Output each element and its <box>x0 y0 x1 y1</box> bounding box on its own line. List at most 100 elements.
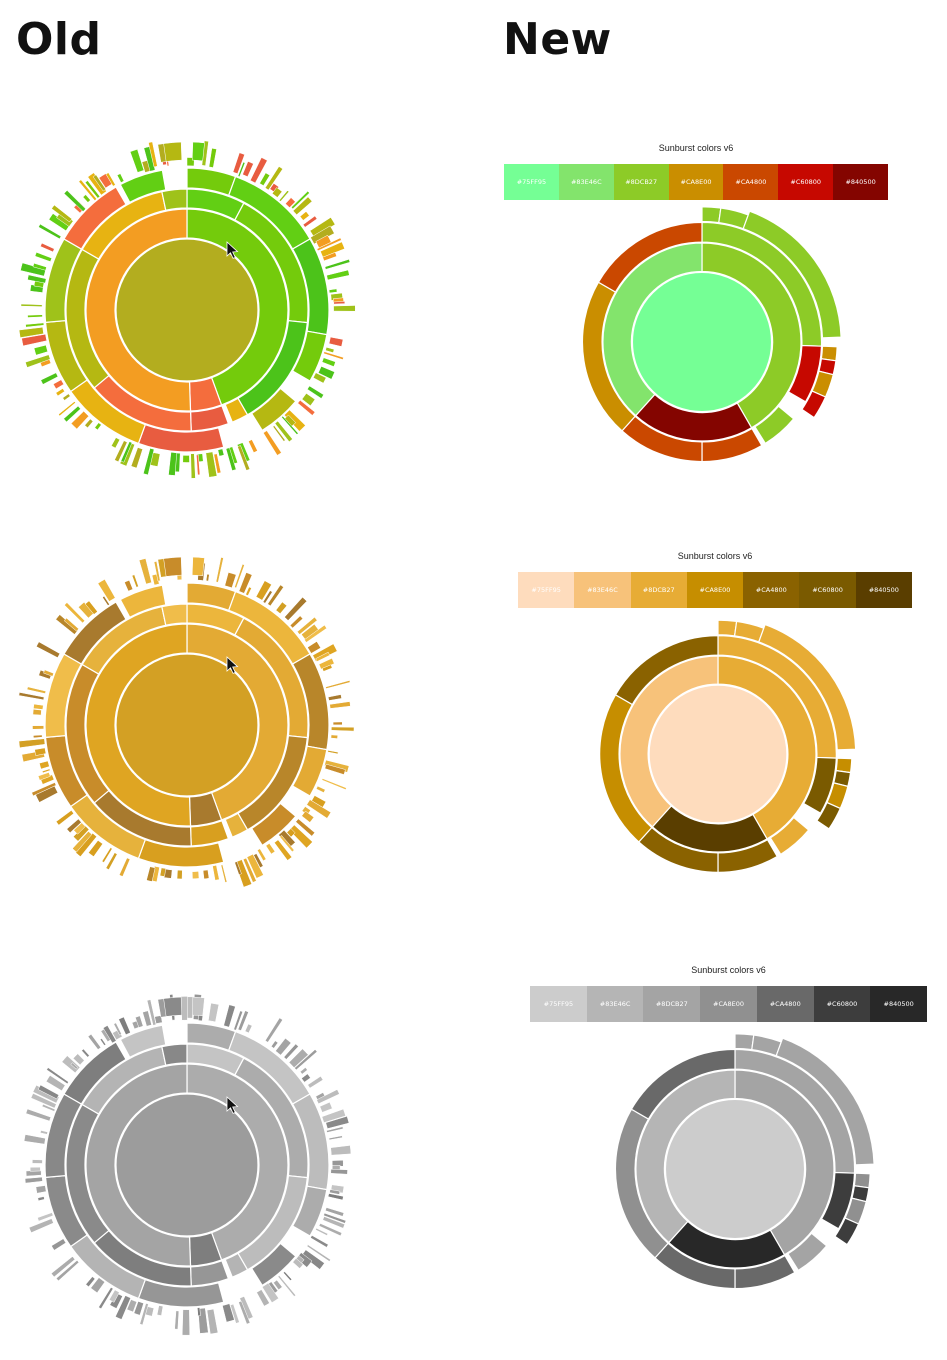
sunburst-segment <box>296 616 318 635</box>
sunburst-segment <box>321 778 347 791</box>
sunburst-segment <box>73 822 86 835</box>
sunburst-center <box>115 238 259 382</box>
sunburst-segment <box>108 1289 120 1303</box>
sunburst-segment <box>328 1135 343 1141</box>
sunburst-segment <box>291 1185 328 1237</box>
mouse-cursor-icon <box>226 656 239 674</box>
sunburst-segment <box>120 441 133 463</box>
new-sunburst-green-red <box>581 206 842 463</box>
sunburst-segment <box>321 1108 346 1123</box>
new-sunburst-gray <box>614 1033 875 1290</box>
sunburst-segment <box>148 141 158 168</box>
sunburst-segment <box>787 344 823 403</box>
sunburst-segment <box>85 1276 96 1288</box>
sunburst-segment <box>301 1073 311 1083</box>
sunburst-segment <box>40 774 55 785</box>
sunburst-segment <box>33 344 49 356</box>
sunburst-segment <box>119 584 167 619</box>
sunburst-segment <box>41 1103 56 1112</box>
sunburst-segment <box>202 869 210 880</box>
sunburst-segment <box>801 390 827 419</box>
sunburst-segment <box>84 600 98 615</box>
sunburst-segment <box>325 346 335 353</box>
sunburst-segment <box>816 801 842 830</box>
sunburst-segment <box>154 1015 163 1024</box>
sunburst-segment <box>330 1169 348 1175</box>
sunburst-segment <box>630 1048 736 1120</box>
sunburst-segment <box>775 1037 875 1166</box>
sunburst-segment <box>248 439 258 453</box>
sunburst-segment <box>324 763 346 775</box>
sunburst-segment <box>142 1010 152 1027</box>
sunburst-segment <box>291 190 310 210</box>
legend-swatch: #CA8E00 <box>700 986 757 1022</box>
sunburst-segment <box>181 1309 190 1336</box>
sunburst-segment <box>222 1303 235 1323</box>
sunburst-segment <box>614 635 719 706</box>
sunburst-segment <box>87 1033 102 1050</box>
sunburst-segment <box>139 1303 149 1326</box>
sunburst-segment <box>208 1002 220 1023</box>
sunburst-segment <box>279 834 295 853</box>
sunburst-segment <box>29 1166 41 1172</box>
sunburst-segment <box>63 617 80 632</box>
sunburst-segment <box>318 657 335 670</box>
sunburst-segment <box>85 623 192 827</box>
new-sunburst-orange <box>599 619 857 873</box>
legend-swatch: #C60800 <box>799 572 856 608</box>
sunburst-segment <box>186 208 289 406</box>
legend-swatch: #CA4800 <box>743 572 800 608</box>
sunburst-segment <box>41 768 51 774</box>
sunburst-segment <box>40 372 59 385</box>
legend-swatch: #83E46C <box>558 164 614 200</box>
sunburst-segment <box>205 451 218 478</box>
sunburst-segment <box>717 619 738 637</box>
sunburst-segment <box>244 1023 253 1034</box>
sunburst-segment <box>619 655 719 828</box>
sunburst-segment <box>70 410 90 430</box>
sunburst-segment <box>130 447 143 469</box>
sunburst-segment <box>102 1025 117 1044</box>
sunburst-segment <box>105 852 118 870</box>
sunburst-segment <box>51 1238 67 1251</box>
sunburst-segment <box>143 146 156 172</box>
sunburst-segment <box>294 1049 318 1071</box>
sunburst-segment <box>275 601 288 614</box>
sunburst-segment <box>21 333 48 347</box>
sunburst-segment <box>26 686 47 694</box>
sunburst-segment <box>267 584 284 607</box>
sunburst-segment <box>66 818 82 834</box>
sunburst-segment <box>191 141 205 162</box>
sunburst-segment <box>25 322 45 328</box>
sunburst-center <box>648 684 788 824</box>
sunburst-segment <box>230 1303 240 1324</box>
sunburst-segment <box>150 865 160 883</box>
sunburst-segment <box>301 810 315 823</box>
new-heading: New <box>503 14 612 65</box>
sunburst-segment <box>78 179 97 201</box>
sunburst-segment <box>25 1170 42 1177</box>
sunburst-segment <box>81 1048 90 1058</box>
sunburst-segment <box>312 372 327 384</box>
sunburst-segment <box>291 330 328 382</box>
sunburst-segment <box>90 1277 106 1294</box>
sunburst-segment <box>326 1126 344 1133</box>
old-sunburst-gray <box>23 993 352 1336</box>
sunburst-segment <box>310 225 335 245</box>
sunburst-segment <box>333 305 356 312</box>
sunburst-segment <box>284 596 308 621</box>
sunburst-segment <box>55 810 75 826</box>
sunburst-segment <box>328 288 338 294</box>
sunburst-segment <box>292 196 313 216</box>
sunburst-segment <box>327 1193 344 1201</box>
mouse-cursor-icon <box>226 241 239 259</box>
sunburst-segment <box>237 1010 249 1031</box>
sunburst-segment <box>239 1296 254 1320</box>
sunburst-segment <box>186 623 289 821</box>
sunburst-segment <box>206 1308 219 1335</box>
sunburst-segment <box>39 760 50 770</box>
sunburst-segment <box>321 664 333 672</box>
sunburst-segment <box>36 641 61 658</box>
sunburst-segment <box>322 252 337 262</box>
sunburst-segment <box>51 204 73 223</box>
